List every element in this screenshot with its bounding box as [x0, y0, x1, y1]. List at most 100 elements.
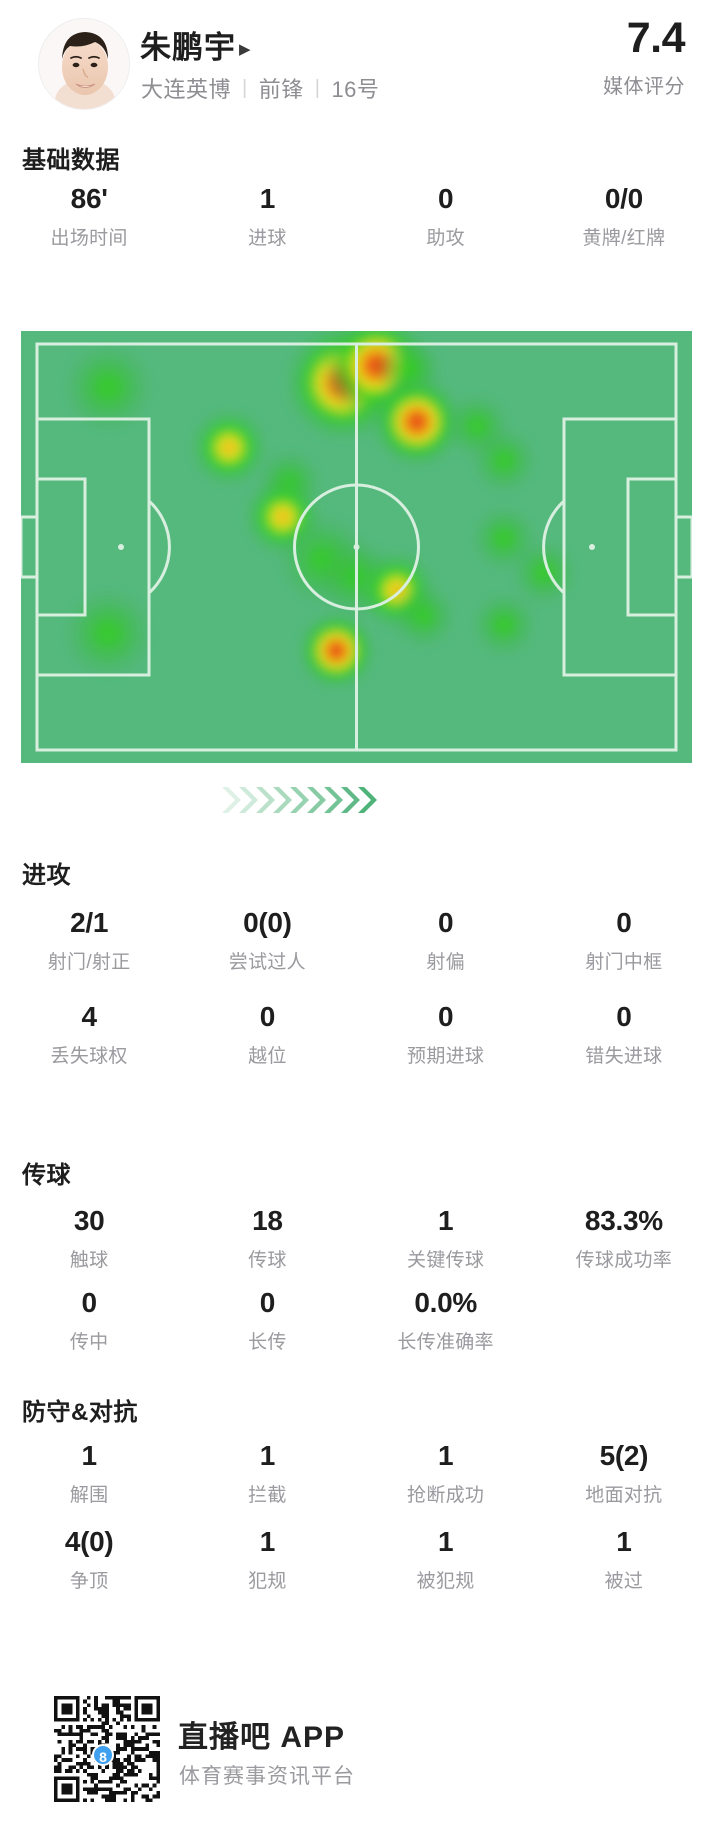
chevron-arrows-icon — [222, 787, 377, 813]
player-name[interactable]: 朱鹏宇 ▶ — [140, 22, 252, 67]
stat-cell-touches: 30 触球 — [0, 1205, 178, 1272]
player-shirt-number: 16号 — [331, 77, 380, 102]
stat-value: 30 — [73, 1205, 105, 1236]
stat-value: 1 — [437, 1526, 454, 1557]
player-photo — [39, 19, 129, 109]
app-promo-footer: 8 直播吧 APP 体育赛事资讯平台 — [0, 1660, 713, 1844]
stat-value: 0(0) — [243, 907, 292, 938]
stat-row-attack-2: 4 丢失球权 0 越位 0 预期进球 0 错失进球 — [0, 1001, 713, 1068]
stat-value: 18 — [252, 1205, 283, 1236]
stat-value: 0 — [616, 907, 632, 938]
app-tagline: 体育赛事资讯平台 — [179, 1765, 355, 1788]
section-title-passing: 传球 — [22, 1162, 71, 1189]
stat-value: 5(2) — [599, 1440, 649, 1471]
stat-value: 0 — [616, 1001, 632, 1032]
stat-cell-clearances: 1 解围 — [0, 1440, 178, 1507]
stat-value: 4 — [81, 1001, 97, 1032]
stat-cell-offside: 0 越位 — [178, 1001, 356, 1068]
pitch-markings — [21, 342, 692, 752]
stat-cell-dribbles: 0(0) 尝试过人 — [178, 907, 356, 974]
stat-label: 丢失球权 — [50, 1045, 128, 1067]
stat-cell-aerial-duels: 4(0) 争顶 — [0, 1526, 178, 1593]
stat-cell-cards: 0/0 黄牌/红牌 — [535, 183, 713, 250]
stat-cell-crosses: 0 传中 — [0, 1287, 178, 1354]
stat-label: 预期进球 — [407, 1045, 485, 1067]
stat-value: 2/1 — [70, 907, 109, 938]
player-header: 朱鹏宇 ▶ 大连英博 | 前锋 | 16号 7.4 媒体评分 — [0, 0, 713, 128]
stat-label: 地面对抗 — [585, 1484, 663, 1506]
stat-label: 被过 — [604, 1570, 644, 1592]
stat-label: 越位 — [248, 1045, 287, 1067]
stat-cell-key-passes: 1 关键传球 — [357, 1205, 535, 1272]
qr-code-icon[interactable] — [54, 1696, 160, 1802]
avatar[interactable] — [38, 18, 130, 110]
stat-value: 1 — [259, 1440, 276, 1471]
section-title-basic: 基础数据 — [22, 147, 120, 174]
player-meta: 大连英博 | 前锋 | 16号 — [141, 72, 379, 104]
stat-value: 0 — [81, 1287, 97, 1318]
stat-label: 传球成功率 — [575, 1249, 673, 1271]
stat-row-attack-1: 2/1 射门/射正 0(0) 尝试过人 0 射偏 0 射门中框 — [0, 907, 713, 974]
stat-cell-expected-goals: 0 预期进球 — [357, 1001, 535, 1068]
stat-label: 出场时间 — [50, 227, 128, 249]
stat-cell-placeholder — [535, 1288, 713, 1354]
stat-row-passing-1: 30 触球 18 传球 1 关键传球 83.3% 传球成功率 — [0, 1205, 713, 1272]
app-name: 直播吧 APP — [178, 1721, 346, 1754]
stat-cell-goals: 1 进球 — [178, 183, 356, 250]
meta-separator-2: | — [314, 76, 321, 99]
stat-value: 1 — [81, 1440, 97, 1471]
stat-value: 0 — [437, 907, 454, 938]
chevron-right-icon: ▶ — [239, 41, 252, 58]
rating-label: 媒体评分 — [603, 76, 685, 99]
stat-cell-dribbled-past: 1 被过 — [535, 1526, 713, 1593]
stat-value: 0 — [437, 183, 454, 214]
stat-label: 传中 — [69, 1331, 109, 1353]
stat-cell-long-balls: 0 长传 — [178, 1287, 356, 1354]
media-rating: 7.4 媒体评分 — [505, 15, 686, 99]
stat-value: 4(0) — [64, 1526, 114, 1557]
stat-value: 1 — [616, 1526, 632, 1557]
stat-cell-possession-lost: 4 丢失球权 — [0, 1001, 178, 1068]
stat-label: 黄牌/红牌 — [582, 227, 666, 249]
stat-label: 进球 — [248, 227, 287, 249]
stat-row-passing-2: 0 传中 0 长传 0.0% 长传准确率 — [0, 1287, 713, 1354]
stat-value: 1 — [437, 1440, 454, 1471]
stat-cell-shots-off-target: 0 射偏 — [357, 907, 535, 974]
section-title-defense: 防守&对抗 — [22, 1399, 138, 1426]
stat-value: 83.3% — [584, 1205, 663, 1236]
stat-label: 射门中框 — [585, 951, 663, 973]
stat-label: 尝试过人 — [228, 951, 306, 973]
stat-cell-woodwork: 0 射门中框 — [535, 907, 713, 974]
stat-cell-passes: 18 传球 — [178, 1205, 356, 1272]
stat-value: 0 — [259, 1287, 276, 1318]
stat-label: 长传 — [248, 1331, 287, 1353]
stat-label: 长传准确率 — [397, 1331, 494, 1353]
stat-row-defense-1: 1 解围 1 拦截 1 抢断成功 5(2) 地面对抗 — [0, 1440, 713, 1507]
attack-direction-indicator — [0, 780, 713, 820]
stat-cell-interceptions: 1 拦截 — [178, 1440, 356, 1507]
stat-label: 犯规 — [248, 1570, 287, 1592]
section-title-attack: 进攻 — [22, 862, 71, 889]
stat-value: 0 — [259, 1001, 276, 1032]
stat-cell-fouls: 1 犯规 — [178, 1526, 356, 1593]
qr-center-badge: 8 — [92, 1744, 114, 1766]
stat-value: 1 — [437, 1205, 454, 1236]
stat-label: 解围 — [69, 1484, 109, 1506]
stat-value: 1 — [259, 183, 276, 214]
stat-value: 0 — [437, 1001, 454, 1032]
stat-cell-pass-accuracy: 83.3% 传球成功率 — [535, 1205, 713, 1272]
stat-value: 0/0 — [604, 183, 643, 214]
stat-value: 86' — [70, 183, 108, 214]
stat-value: 1 — [259, 1526, 276, 1557]
heatmap-pitch[interactable] — [21, 331, 692, 763]
stat-cell-tackles-won: 1 抢断成功 — [357, 1440, 535, 1507]
player-team: 大连英博 — [141, 77, 232, 102]
stat-label: 被犯规 — [416, 1570, 475, 1592]
stat-row-basic-1: 86' 出场时间 1 进球 0 助攻 0/0 黄牌/红牌 — [0, 183, 713, 250]
stat-cell-minutes: 86' 出场时间 — [0, 183, 178, 250]
stat-cell-assists: 0 助攻 — [357, 183, 535, 250]
stat-label: 传球 — [248, 1249, 287, 1271]
stat-label: 助攻 — [426, 227, 465, 249]
meta-separator-1: | — [242, 76, 248, 99]
